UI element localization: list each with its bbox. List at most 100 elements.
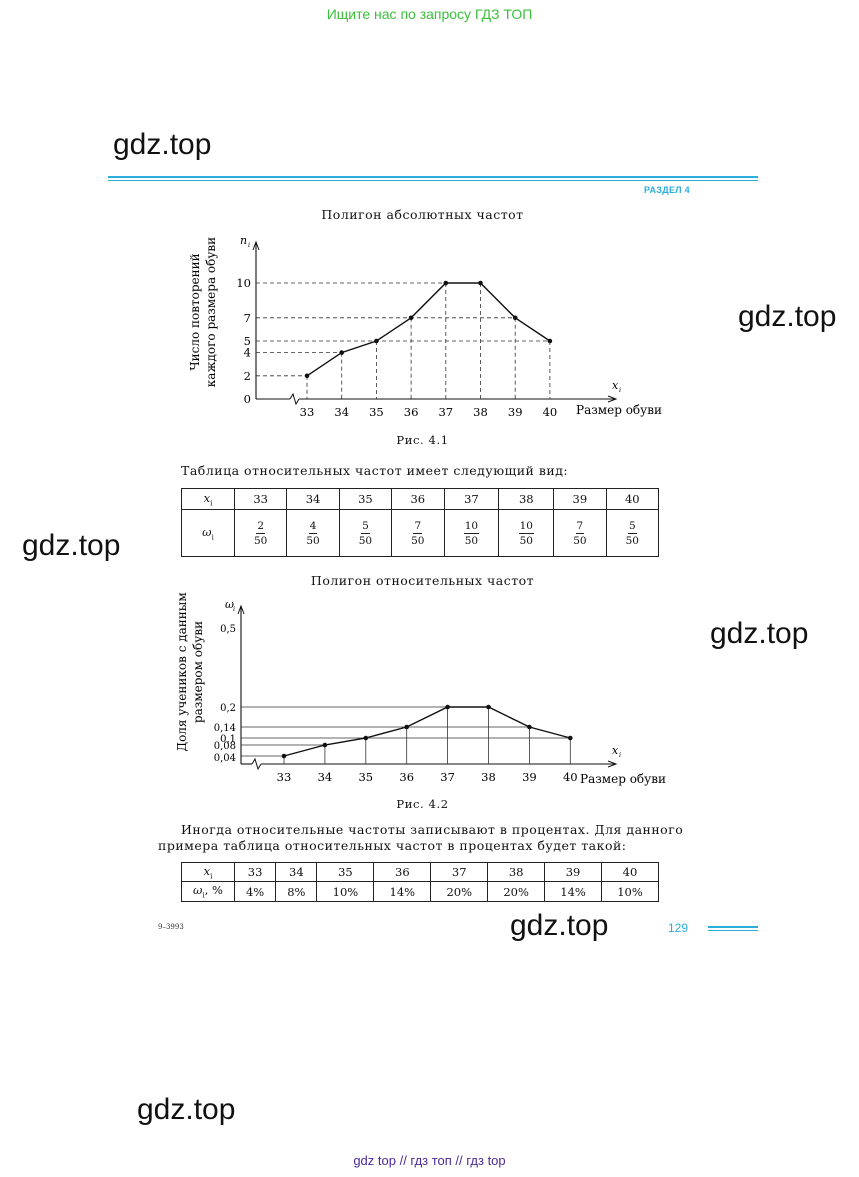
fraction-cell: 10 50	[443, 509, 500, 557]
y-tick-label: 0,08	[214, 741, 236, 752]
y-tick-label: 4	[244, 346, 251, 360]
x-axis-arrow	[607, 760, 618, 768]
data-point	[322, 742, 328, 748]
x-axis-label: Размер обуви	[576, 403, 662, 417]
y-tick-label: 7	[244, 311, 251, 325]
watermark: gdz.top	[137, 1093, 236, 1126]
data-point	[281, 753, 287, 759]
figure-caption-4-2: Рис. 4.2	[396, 797, 449, 811]
data-point	[339, 350, 344, 355]
table-cell: 33	[233, 862, 277, 882]
paragraph-line-2: примера таблица относительных частот в п…	[158, 838, 627, 853]
table-cell: 10%	[601, 881, 659, 902]
x-tick-label: 40	[543, 405, 558, 419]
table-cell: 20%	[487, 881, 546, 902]
fraction-cell: 2 50	[233, 509, 288, 557]
data-point	[547, 338, 553, 344]
table-cell: 34	[286, 488, 340, 510]
watermark: gdz.top	[738, 300, 837, 333]
table-cell: 36	[391, 488, 445, 510]
table-cell: 8%	[275, 881, 318, 902]
axis-break	[289, 392, 300, 406]
x-tick-label: 37	[438, 405, 453, 419]
section-label: РАЗДЕЛ 4	[644, 185, 690, 195]
x-tick-label: 37	[440, 770, 455, 784]
series-line	[283, 706, 571, 757]
fraction-cell: 10 50	[498, 509, 555, 557]
y-tick-label: 0,04	[214, 753, 236, 764]
chart-relative-frequency: 33 34 35 36 37 38 39 400,040,080,10,140,20,5ω ix…	[175, 592, 666, 786]
y-axis-label-line2: размером обуви	[191, 621, 205, 723]
x-tick-label: 35	[369, 405, 384, 419]
table-cell: 40	[601, 862, 659, 882]
y-axis-arrow	[252, 240, 260, 251]
table-cell: 37	[443, 488, 500, 510]
table-cell: 39	[553, 488, 607, 510]
fraction-cell: 7 50	[391, 509, 445, 557]
y-axis-symbol-sub: i	[233, 605, 235, 613]
search-hint-link[interactable]: Ищите нас по запросу ГДЗ ТОП	[326, 6, 533, 22]
x-tick-label: 34	[334, 405, 349, 419]
figure-caption-4-1: Рис. 4.1	[396, 433, 449, 447]
x-tick-label: 34	[318, 770, 333, 784]
table-cell: 39	[544, 862, 602, 882]
footer-links[interactable]: gdz top // гдз топ // гдз top	[353, 1153, 506, 1168]
x-tick-label: 40	[563, 770, 578, 784]
x-tick-label: 35	[358, 770, 373, 784]
data-point	[445, 704, 450, 710]
y-axis-symbol-sub: i	[248, 241, 250, 249]
x-tick-label: 33	[277, 770, 292, 784]
x-tick-label: 33	[300, 405, 315, 419]
data-point	[363, 735, 369, 741]
table-cell: 33	[233, 488, 288, 510]
table-header-omega-percent: ωi, %	[181, 881, 235, 902]
table-cell: 35	[316, 862, 375, 882]
data-point	[408, 315, 414, 321]
table-intro-text: Таблица относительных частот имеет следу…	[181, 463, 569, 478]
x-axis-symbol-sub: i	[619, 386, 621, 394]
data-point	[304, 373, 310, 379]
print-code: 9–3993	[158, 923, 184, 931]
table-header-x: xi	[181, 488, 235, 510]
y-tick-label: 0,1	[220, 734, 236, 745]
table-cell: 14%	[544, 881, 602, 902]
x-tick-label: 36	[404, 405, 419, 419]
y-tick-label: 0,2	[220, 703, 236, 714]
series-line	[306, 282, 551, 377]
table-header-omega: ωi	[181, 509, 235, 557]
y-axis-arrow	[237, 604, 245, 615]
x-tick-label: 39	[508, 405, 523, 419]
watermark: gdz.top	[113, 128, 212, 161]
table-cell: 10%	[316, 881, 375, 902]
percent-frequency-table: xi 33 34 35 36 37 38 39 40 ωi, % 4% 8% 1…	[181, 862, 659, 902]
table-cell: 34	[275, 862, 318, 882]
data-point	[527, 724, 532, 730]
watermark: gdz.top	[510, 909, 609, 942]
table-cell: 4%	[233, 881, 277, 902]
data-point	[443, 280, 449, 286]
table-cell: 35	[338, 488, 393, 510]
y-axis-symbol: ω	[225, 598, 234, 611]
y-tick-label: 0,5	[220, 624, 236, 635]
watermark: gdz.top	[22, 529, 121, 562]
page-number: 129	[668, 921, 689, 935]
table-cell: 40	[605, 488, 660, 510]
y-tick-label: 0,14	[214, 723, 236, 734]
data-point	[568, 735, 573, 741]
y-axis-label-line1: Число повторений	[188, 253, 202, 370]
fraction-cell: 5 50	[338, 509, 393, 557]
y-tick-label: 10	[236, 276, 251, 290]
footer-rule-thin	[708, 930, 758, 931]
data-point	[512, 315, 518, 321]
chart2-title: Полигон относительных частот	[310, 573, 535, 588]
data-point	[374, 338, 379, 344]
y-axis-symbol: n	[240, 234, 247, 247]
fraction-cell: 5 50	[605, 509, 660, 557]
x-tick-label: 38	[473, 405, 488, 419]
axis-break	[251, 757, 262, 771]
footer-rule	[708, 926, 758, 928]
table-cell: 38	[498, 488, 555, 510]
y-tick-label: 5	[244, 334, 251, 348]
